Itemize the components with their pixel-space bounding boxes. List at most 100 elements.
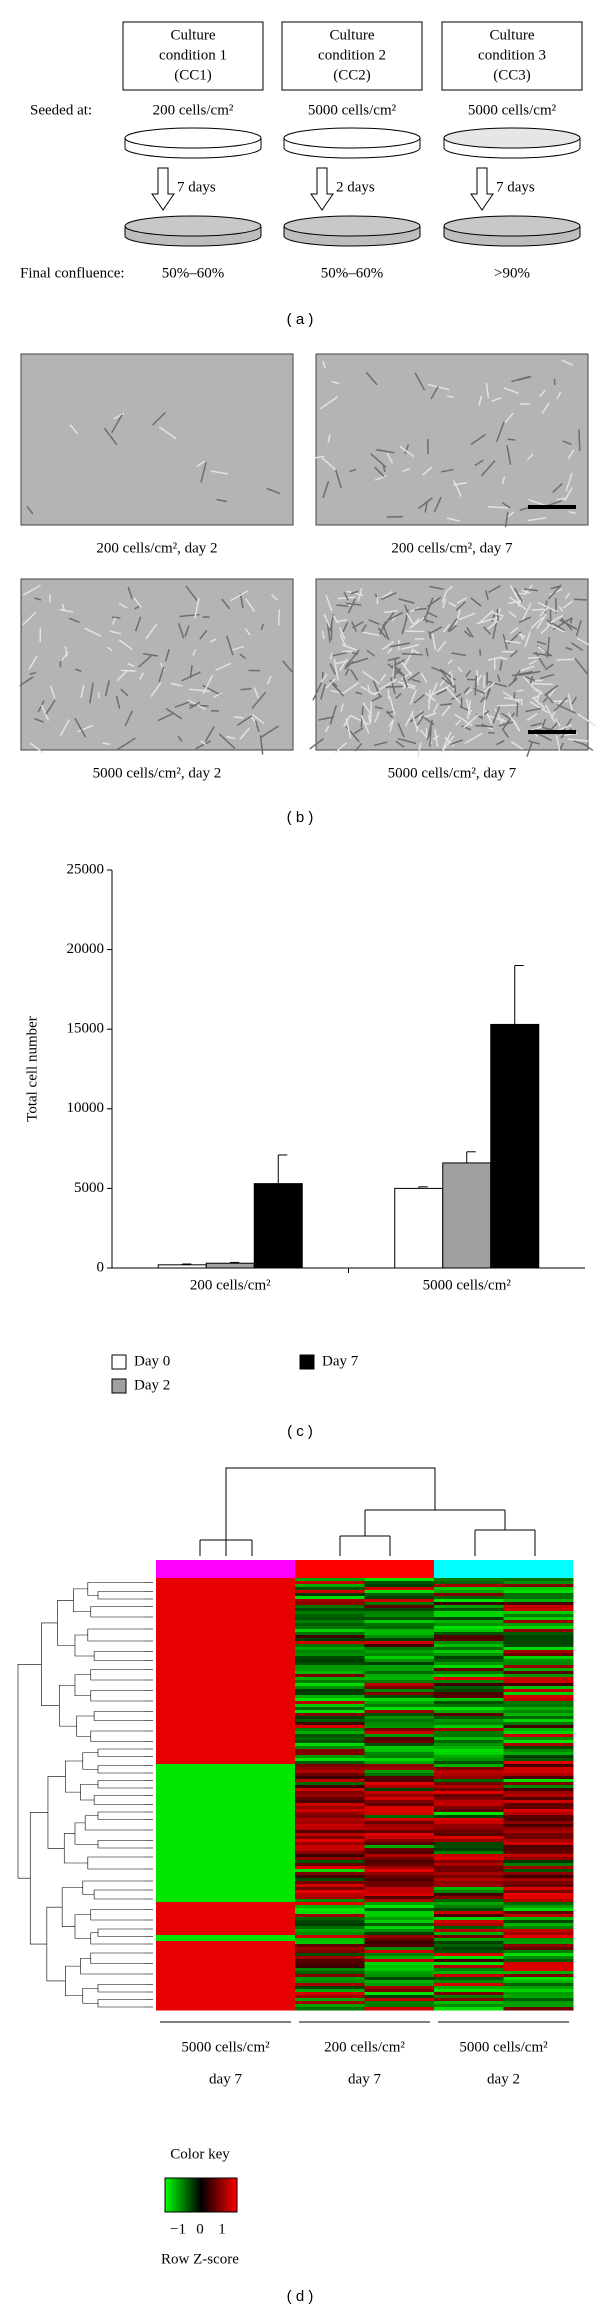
heatmap-cell (434, 1638, 504, 1642)
heatmap-cell (503, 1926, 574, 1930)
heatmap-cell (503, 1812, 574, 1816)
heatmap-cell (364, 1767, 435, 1771)
cell (394, 665, 406, 677)
cell (244, 598, 256, 612)
row-dendrogram (82, 1880, 145, 1895)
cell (501, 476, 506, 485)
cell (333, 658, 339, 681)
cell (524, 675, 536, 682)
heatmap-cell (295, 1797, 365, 1801)
cell (536, 640, 547, 646)
cell (127, 586, 133, 600)
heatmap-cell (156, 1830, 226, 1834)
cell (504, 412, 514, 424)
cell (481, 460, 496, 477)
heatmap-cell (503, 1725, 574, 1729)
heatmap-cell (295, 1707, 365, 1711)
heatmap-cell (225, 1788, 296, 1792)
cell (118, 602, 128, 609)
heatmap-cell (225, 1755, 296, 1759)
heatmap-cell (225, 1899, 296, 1903)
column-label: 200 cells/cm² (324, 2039, 405, 2055)
heatmap-cell (434, 1707, 504, 1711)
cell (509, 626, 519, 635)
cell (447, 659, 454, 665)
heatmap-cell (295, 2001, 365, 2005)
cell (327, 434, 331, 443)
cell (319, 683, 326, 700)
heatmap-cell (156, 1992, 226, 1996)
cell (322, 480, 330, 499)
cell (64, 646, 68, 657)
cell (431, 633, 437, 651)
heatmap-cell (434, 1713, 504, 1717)
heatmap-cell (225, 1710, 296, 1714)
cell (503, 387, 520, 395)
cell (29, 671, 36, 675)
cell (556, 497, 567, 501)
cell (528, 659, 538, 665)
cell (451, 652, 467, 657)
cell (366, 649, 376, 657)
heatmap-cell (503, 1923, 574, 1927)
cell (575, 620, 582, 637)
cell (470, 597, 482, 607)
cell (530, 616, 544, 629)
heatmap-cell (503, 1848, 574, 1852)
cell (196, 460, 206, 468)
heatmap-cell (295, 1833, 365, 1837)
cell (453, 480, 462, 498)
heatmap-cell (434, 1728, 504, 1732)
cell (529, 675, 534, 684)
heatmap-cell (295, 1896, 365, 1900)
cell (143, 653, 159, 657)
micrograph-caption: 5000 cells/cm², day 2 (93, 765, 222, 781)
cell (439, 668, 457, 681)
heatmap-cell (434, 1956, 504, 1960)
heatmap-cell (364, 1872, 435, 1876)
heatmap-cell (364, 1674, 435, 1678)
heatmap-cell (364, 1611, 435, 1615)
cell (394, 658, 397, 679)
cell (496, 739, 505, 746)
heatmap-cell (156, 1929, 226, 1933)
heatmap-cell (434, 1860, 504, 1864)
heatmap-cell (295, 1656, 365, 1660)
cell (553, 696, 568, 712)
heatmap-cell (225, 1854, 296, 1858)
cell (395, 692, 402, 699)
heatmap-cell (434, 1584, 504, 1588)
panel-label: ( c ) (287, 1423, 313, 1440)
heatmap-cell (503, 1794, 574, 1798)
heatmap-cell (225, 1731, 296, 1735)
heatmap-cell (156, 1917, 226, 1921)
heatmap-cell (156, 1884, 226, 1888)
heatmap-cell (295, 1986, 365, 1990)
heatmap-cell (434, 1680, 504, 1684)
cell (134, 616, 142, 632)
heatmap-cell (295, 1683, 365, 1687)
row-dendrogram (74, 1674, 91, 1697)
heatmap-cell (295, 1641, 365, 1645)
heatmap-cell (364, 1746, 435, 1750)
heatmap-cell (225, 1998, 296, 2002)
cell (118, 639, 133, 650)
cell (29, 742, 44, 754)
dish-top (124, 127, 262, 149)
heatmap-cell (364, 1923, 435, 1927)
heatmap-cell (434, 1968, 504, 1972)
cell (192, 649, 197, 656)
cell (174, 701, 190, 708)
heatmap-cell (503, 1842, 574, 1846)
heatmap-cell (156, 1581, 226, 1585)
heatmap-cell (225, 1644, 296, 1648)
cell (511, 670, 534, 677)
heatmap-cell (295, 1788, 365, 1792)
heatmap-cell (295, 1800, 365, 1804)
cell (266, 675, 272, 685)
heatmap-cell (364, 1716, 435, 1720)
cell (103, 427, 118, 446)
cell (109, 630, 122, 635)
heatmap-cell (364, 1701, 435, 1705)
bar (253, 1183, 303, 1269)
